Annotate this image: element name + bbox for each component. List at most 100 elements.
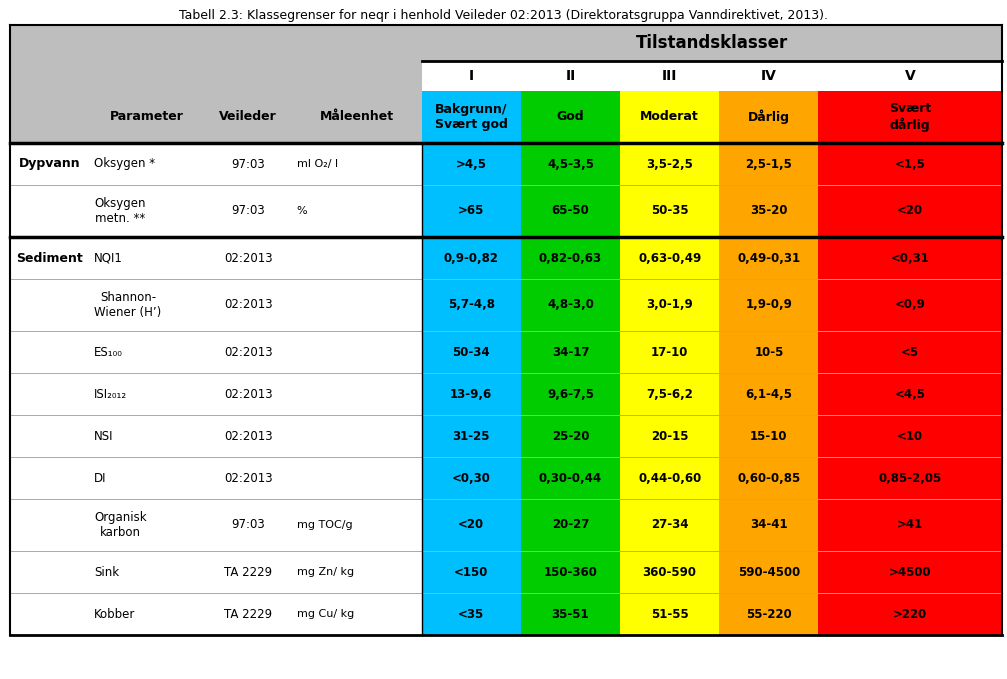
Text: 25-20: 25-20 — [552, 430, 589, 443]
Bar — [422, 143, 521, 185]
Text: V: V — [905, 69, 915, 83]
Bar — [819, 499, 1002, 551]
Text: 2,5-1,5: 2,5-1,5 — [745, 158, 793, 170]
Text: 02:2013: 02:2013 — [224, 299, 272, 312]
Bar — [620, 593, 719, 635]
Text: Dypvann: Dypvann — [19, 158, 81, 170]
Bar — [819, 185, 1002, 237]
Text: Sink: Sink — [95, 566, 120, 579]
Bar — [521, 331, 620, 373]
Bar — [719, 457, 819, 499]
Text: 20-15: 20-15 — [651, 430, 689, 443]
Text: Kobber: Kobber — [95, 608, 136, 621]
Bar — [819, 415, 1002, 457]
Text: 590-4500: 590-4500 — [738, 566, 800, 579]
Text: 0,9-0,82: 0,9-0,82 — [444, 251, 498, 265]
Bar — [521, 237, 620, 279]
Text: <10: <10 — [897, 430, 923, 443]
Text: 4,8-3,0: 4,8-3,0 — [547, 299, 594, 312]
Text: mg TOC/g: mg TOC/g — [297, 520, 352, 530]
Text: 97:03: 97:03 — [232, 519, 265, 532]
Text: <0,31: <0,31 — [891, 251, 929, 265]
Text: 360-590: 360-590 — [642, 566, 697, 579]
Text: IV: IV — [761, 69, 776, 83]
Text: 0,60-0,85: 0,60-0,85 — [737, 471, 801, 485]
Text: 0,63-0,49: 0,63-0,49 — [638, 251, 701, 265]
Bar — [719, 499, 819, 551]
Bar — [719, 551, 819, 593]
Bar — [620, 373, 719, 415]
Text: 31-25: 31-25 — [452, 430, 490, 443]
Text: ISI₂₀₁₂: ISI₂₀₁₂ — [95, 388, 128, 401]
Text: TA 2229: TA 2229 — [224, 608, 272, 621]
Bar — [620, 91, 719, 143]
Text: >41: >41 — [897, 519, 923, 532]
Bar — [620, 237, 719, 279]
Text: Parameter: Parameter — [110, 111, 183, 124]
Bar — [521, 593, 620, 635]
Bar — [719, 143, 819, 185]
Bar — [620, 457, 719, 499]
Bar — [10, 25, 422, 143]
Bar — [10, 237, 422, 279]
Bar — [422, 237, 521, 279]
Text: <0,30: <0,30 — [452, 471, 490, 485]
Bar — [521, 373, 620, 415]
Text: 0,85-2,05: 0,85-2,05 — [879, 471, 942, 485]
Text: 0,30-0,44: 0,30-0,44 — [539, 471, 602, 485]
Bar — [10, 593, 422, 635]
Bar — [719, 331, 819, 373]
Text: 97:03: 97:03 — [232, 158, 265, 170]
Bar — [422, 185, 521, 237]
Bar — [422, 593, 521, 635]
Bar — [422, 551, 521, 593]
Text: God: God — [557, 111, 584, 124]
Bar — [10, 499, 422, 551]
Text: 3,5-2,5: 3,5-2,5 — [646, 158, 693, 170]
Text: %: % — [297, 206, 307, 216]
Text: 10-5: 10-5 — [754, 346, 783, 359]
Text: 13-9,6: 13-9,6 — [450, 388, 492, 401]
Text: <0,9: <0,9 — [895, 299, 925, 312]
Text: 17-10: 17-10 — [651, 346, 689, 359]
Text: 02:2013: 02:2013 — [224, 430, 272, 443]
Bar — [719, 279, 819, 331]
Text: II: II — [565, 69, 576, 83]
Bar — [422, 331, 521, 373]
Text: NQI1: NQI1 — [95, 251, 123, 265]
Text: 55-220: 55-220 — [746, 608, 792, 621]
Text: 9,6-7,5: 9,6-7,5 — [547, 388, 594, 401]
Text: I: I — [468, 69, 474, 83]
Text: 0,49-0,31: 0,49-0,31 — [737, 251, 801, 265]
Text: 50-35: 50-35 — [651, 204, 689, 217]
Bar — [422, 25, 1002, 61]
Bar — [719, 91, 819, 143]
Text: 02:2013: 02:2013 — [224, 346, 272, 359]
Text: Måleenhet: Måleenhet — [320, 111, 395, 124]
Bar — [819, 457, 1002, 499]
Bar — [719, 415, 819, 457]
Text: 02:2013: 02:2013 — [224, 251, 272, 265]
Bar — [719, 237, 819, 279]
Bar — [819, 279, 1002, 331]
Text: <4,5: <4,5 — [895, 388, 925, 401]
Bar — [819, 593, 1002, 635]
Bar — [819, 373, 1002, 415]
Bar — [521, 551, 620, 593]
Bar — [521, 185, 620, 237]
Bar — [719, 373, 819, 415]
Bar — [620, 415, 719, 457]
Bar — [10, 185, 422, 237]
Text: 97:03: 97:03 — [232, 204, 265, 217]
Bar — [422, 373, 521, 415]
Bar — [521, 457, 620, 499]
Text: 65-50: 65-50 — [552, 204, 589, 217]
Bar — [521, 499, 620, 551]
Text: 7,5-6,2: 7,5-6,2 — [646, 388, 693, 401]
Text: mg Cu/ kg: mg Cu/ kg — [297, 609, 354, 619]
Text: >220: >220 — [893, 608, 927, 621]
Bar — [521, 415, 620, 457]
Text: 20-27: 20-27 — [552, 519, 589, 532]
Bar — [620, 331, 719, 373]
Bar — [10, 143, 422, 185]
